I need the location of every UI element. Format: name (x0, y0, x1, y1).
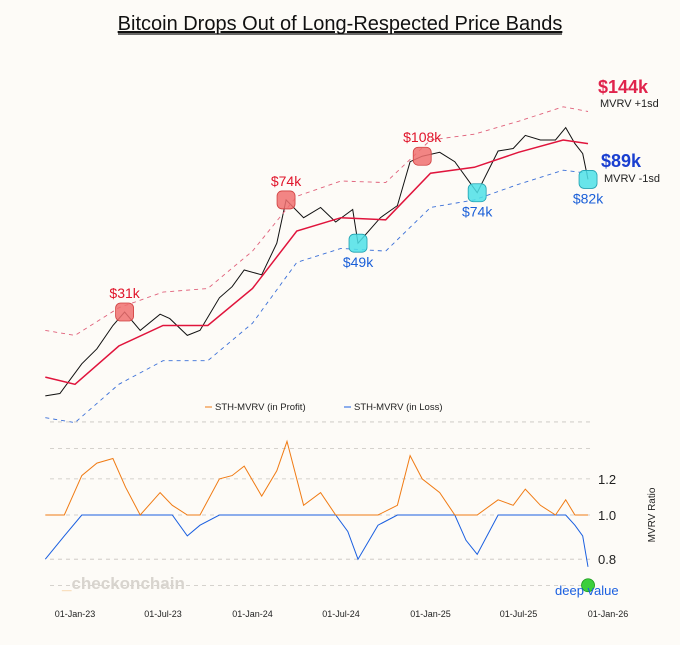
bottom-marker (467, 183, 487, 203)
deep-value-marker (581, 578, 595, 593)
x-tick-label: 01-Jan-24 (232, 609, 273, 619)
x-tick-label: 01-Jan-23 (55, 609, 96, 619)
watermark: _checkonchain (61, 574, 185, 593)
y-tick-label: 1.0 (598, 508, 616, 523)
lower-line (45, 169, 589, 424)
legend-profit-label: STH-MVRV (in Profit) (215, 402, 306, 413)
chart-title: Bitcoin Drops Out of Long-Respected Pric… (118, 13, 563, 35)
bottom-marker (578, 170, 598, 189)
x-tick-label: 01-Jan-26 (588, 609, 629, 619)
annotation-label: $108k (403, 129, 442, 145)
legend-loss-label: STH-MVRV (in Loss) (354, 402, 443, 413)
top-marker (115, 302, 135, 322)
annotation-label: $82k (573, 190, 604, 206)
annotation-label: $49k (343, 254, 374, 270)
x-tick-label: 01-Jul-23 (144, 609, 182, 619)
upper-band-label: MVRV +1sd (600, 98, 659, 110)
annotation-label: $31k (109, 285, 140, 301)
deep-value-label: deep value (555, 583, 619, 598)
lower-band-value: $89k (601, 151, 642, 171)
mean-line (45, 139, 589, 386)
mvrv-profit-line (45, 439, 588, 516)
lower-band-label: MVRV -1sd (604, 173, 660, 185)
y-tick-label: 0.8 (598, 552, 616, 567)
x-tick-label: 01-Jan-25 (410, 609, 451, 619)
price-line (45, 126, 589, 397)
top-marker (276, 190, 296, 210)
x-tick-label: 01-Jul-25 (500, 609, 538, 619)
upper-band-value: $144k (598, 77, 649, 97)
y-axis-label: MVRV Ratio (647, 487, 658, 542)
top-marker (412, 146, 432, 166)
y-tick-label: 1.2 (598, 472, 616, 487)
annotation-label: $74k (462, 204, 493, 220)
annotation-label: $74k (271, 173, 302, 189)
bottom-marker (348, 233, 368, 253)
x-tick-label: 01-Jul-24 (322, 609, 360, 619)
